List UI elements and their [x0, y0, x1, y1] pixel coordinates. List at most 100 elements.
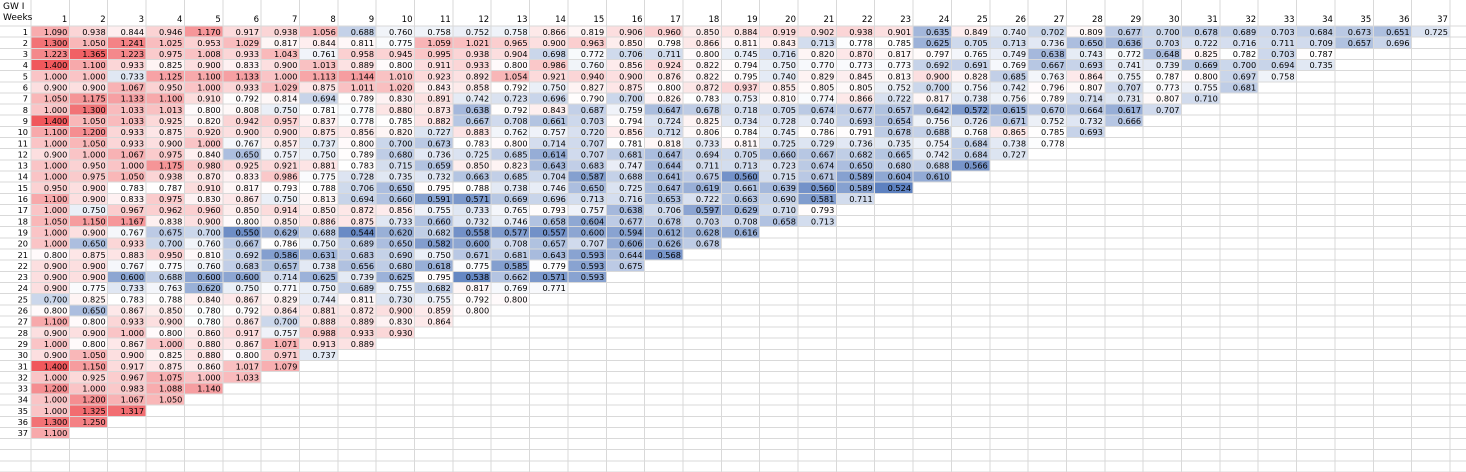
cell-value[interactable]: 0.825 — [1194, 49, 1217, 59]
cell-value[interactable]: 0.965 — [504, 38, 527, 48]
cell-value[interactable]: 1.043 — [274, 49, 297, 59]
cell-value[interactable]: 0.975 — [159, 194, 182, 204]
cell-value[interactable]: 0.700 — [619, 94, 642, 104]
cell-value[interactable]: 0.800 — [236, 216, 259, 226]
cell-value[interactable]: 0.742 — [466, 94, 489, 104]
cell-value[interactable]: 0.771 — [274, 283, 297, 293]
cell-value[interactable]: 0.707 — [581, 239, 604, 249]
cell-value[interactable]: 0.698 — [542, 49, 565, 59]
cell-value[interactable]: 1.056 — [312, 27, 335, 37]
column-header[interactable]: 20 — [785, 15, 796, 25]
cell-value[interactable]: 0.644 — [657, 161, 680, 171]
cell-value[interactable]: 0.711 — [1271, 38, 1294, 48]
cell-value[interactable]: 0.708 — [504, 239, 527, 249]
cell-value[interactable]: 0.750 — [274, 194, 297, 204]
cell-value[interactable]: 0.705 — [964, 38, 987, 48]
cell-value[interactable]: 0.800 — [504, 138, 527, 148]
cell-value[interactable]: 0.900 — [44, 350, 67, 360]
cell-value[interactable]: 0.880 — [197, 339, 220, 349]
cell-value[interactable]: 0.688 — [926, 161, 949, 171]
row-label[interactable]: 32 — [18, 372, 28, 382]
cell-value[interactable]: 0.783 — [121, 294, 144, 304]
cell-value[interactable]: 0.840 — [197, 294, 220, 304]
cell-value[interactable]: 0.675 — [696, 172, 719, 182]
cell-value[interactable]: 0.727 — [427, 127, 450, 137]
cell-value[interactable]: 0.660 — [427, 216, 450, 226]
cell-value[interactable]: 0.708 — [504, 116, 527, 126]
cell-value[interactable]: 0.723 — [773, 161, 796, 171]
cell-value[interactable]: 0.975 — [159, 149, 182, 159]
cell-value[interactable]: 0.572 — [964, 105, 987, 115]
cell-value[interactable]: 0.811 — [351, 294, 374, 304]
cell-value[interactable]: 0.657 — [1348, 38, 1371, 48]
cell-value[interactable]: 0.811 — [734, 38, 757, 48]
cell-value[interactable]: 0.819 — [581, 27, 604, 37]
cell-value[interactable]: 0.808 — [236, 105, 259, 115]
cell-value[interactable]: 0.678 — [696, 105, 719, 115]
cell-value[interactable]: 0.677 — [619, 216, 642, 226]
cell-value[interactable]: 0.925 — [159, 116, 182, 126]
cell-value[interactable]: 1.150 — [82, 361, 105, 371]
cell-value[interactable]: 0.700 — [197, 227, 220, 237]
cell-value[interactable]: 0.641 — [657, 172, 680, 182]
cell-value[interactable]: 0.850 — [696, 27, 719, 37]
cell-value[interactable]: 0.681 — [619, 149, 642, 159]
cell-value[interactable]: 0.694 — [351, 194, 374, 204]
cell-value[interactable]: 0.772 — [581, 49, 604, 59]
column-header[interactable]: 9 — [369, 15, 374, 25]
column-header[interactable]: 2 — [100, 15, 105, 25]
cell-value[interactable]: 0.612 — [657, 227, 680, 237]
row-label[interactable]: 20 — [18, 239, 28, 249]
cell-value[interactable]: 0.587 — [581, 172, 604, 182]
cell-value[interactable]: 0.875 — [351, 216, 374, 226]
column-header[interactable]: 26 — [1015, 15, 1026, 25]
cell-value[interactable]: 0.900 — [82, 261, 105, 271]
cell-value[interactable]: 0.822 — [696, 60, 719, 70]
cell-value[interactable]: 0.946 — [159, 27, 182, 37]
column-header[interactable]: 1 — [62, 15, 67, 25]
column-header[interactable]: 36 — [1399, 15, 1410, 25]
cell-value[interactable]: 0.765 — [504, 205, 527, 215]
cell-value[interactable]: 0.738 — [964, 94, 987, 104]
cell-value[interactable]: 1.125 — [159, 71, 182, 81]
cell-value[interactable]: 0.875 — [159, 361, 182, 371]
cell-value[interactable]: 0.727 — [1003, 149, 1026, 159]
cell-value[interactable]: 0.938 — [466, 49, 489, 59]
cell-value[interactable]: 0.950 — [159, 250, 182, 260]
cell-value[interactable]: 0.937 — [734, 83, 757, 93]
cell-value[interactable]: 1.000 — [44, 227, 67, 237]
column-header[interactable]: 7 — [292, 15, 297, 25]
cell-value[interactable]: 0.950 — [159, 83, 182, 93]
row-label[interactable]: 26 — [18, 306, 28, 316]
cell-value[interactable]: 0.845 — [849, 71, 872, 81]
cell-value[interactable]: 0.763 — [1041, 71, 1064, 81]
cell-value[interactable]: 1.000 — [159, 339, 182, 349]
cell-value[interactable]: 0.809 — [1079, 27, 1102, 37]
cell-value[interactable]: 0.930 — [389, 328, 412, 338]
cell-value[interactable]: 0.986 — [274, 172, 297, 182]
row-label[interactable]: 12 — [18, 149, 28, 159]
cell-value[interactable]: 0.811 — [351, 38, 374, 48]
cell-value[interactable]: 0.663 — [734, 194, 757, 204]
cell-value[interactable]: 0.742 — [1003, 83, 1026, 93]
cell-value[interactable]: 0.589 — [849, 183, 872, 193]
cell-value[interactable]: 0.881 — [312, 161, 335, 171]
cell-value[interactable]: 0.919 — [773, 27, 796, 37]
row-label[interactable]: 29 — [18, 339, 28, 349]
cell-value[interactable]: 1.075 — [159, 372, 182, 382]
cell-value[interactable]: 0.750 — [773, 60, 796, 70]
cell-value[interactable]: 0.700 — [44, 294, 67, 304]
row-label[interactable]: 6 — [23, 83, 28, 93]
cell-value[interactable]: 0.872 — [351, 306, 374, 316]
cell-value[interactable]: 0.657 — [888, 105, 911, 115]
cell-value[interactable]: 0.625 — [926, 38, 949, 48]
cell-value[interactable]: 0.823 — [504, 161, 527, 171]
cell-value[interactable]: 0.586 — [274, 250, 297, 260]
cell-value[interactable]: 1.300 — [82, 105, 105, 115]
cell-value[interactable]: 0.787 — [1156, 71, 1179, 81]
cell-value[interactable]: 0.785 — [1041, 127, 1064, 137]
cell-value[interactable]: 0.745 — [773, 127, 796, 137]
cell-value[interactable]: 0.791 — [849, 127, 872, 137]
cell-value[interactable]: 1.000 — [44, 205, 67, 215]
